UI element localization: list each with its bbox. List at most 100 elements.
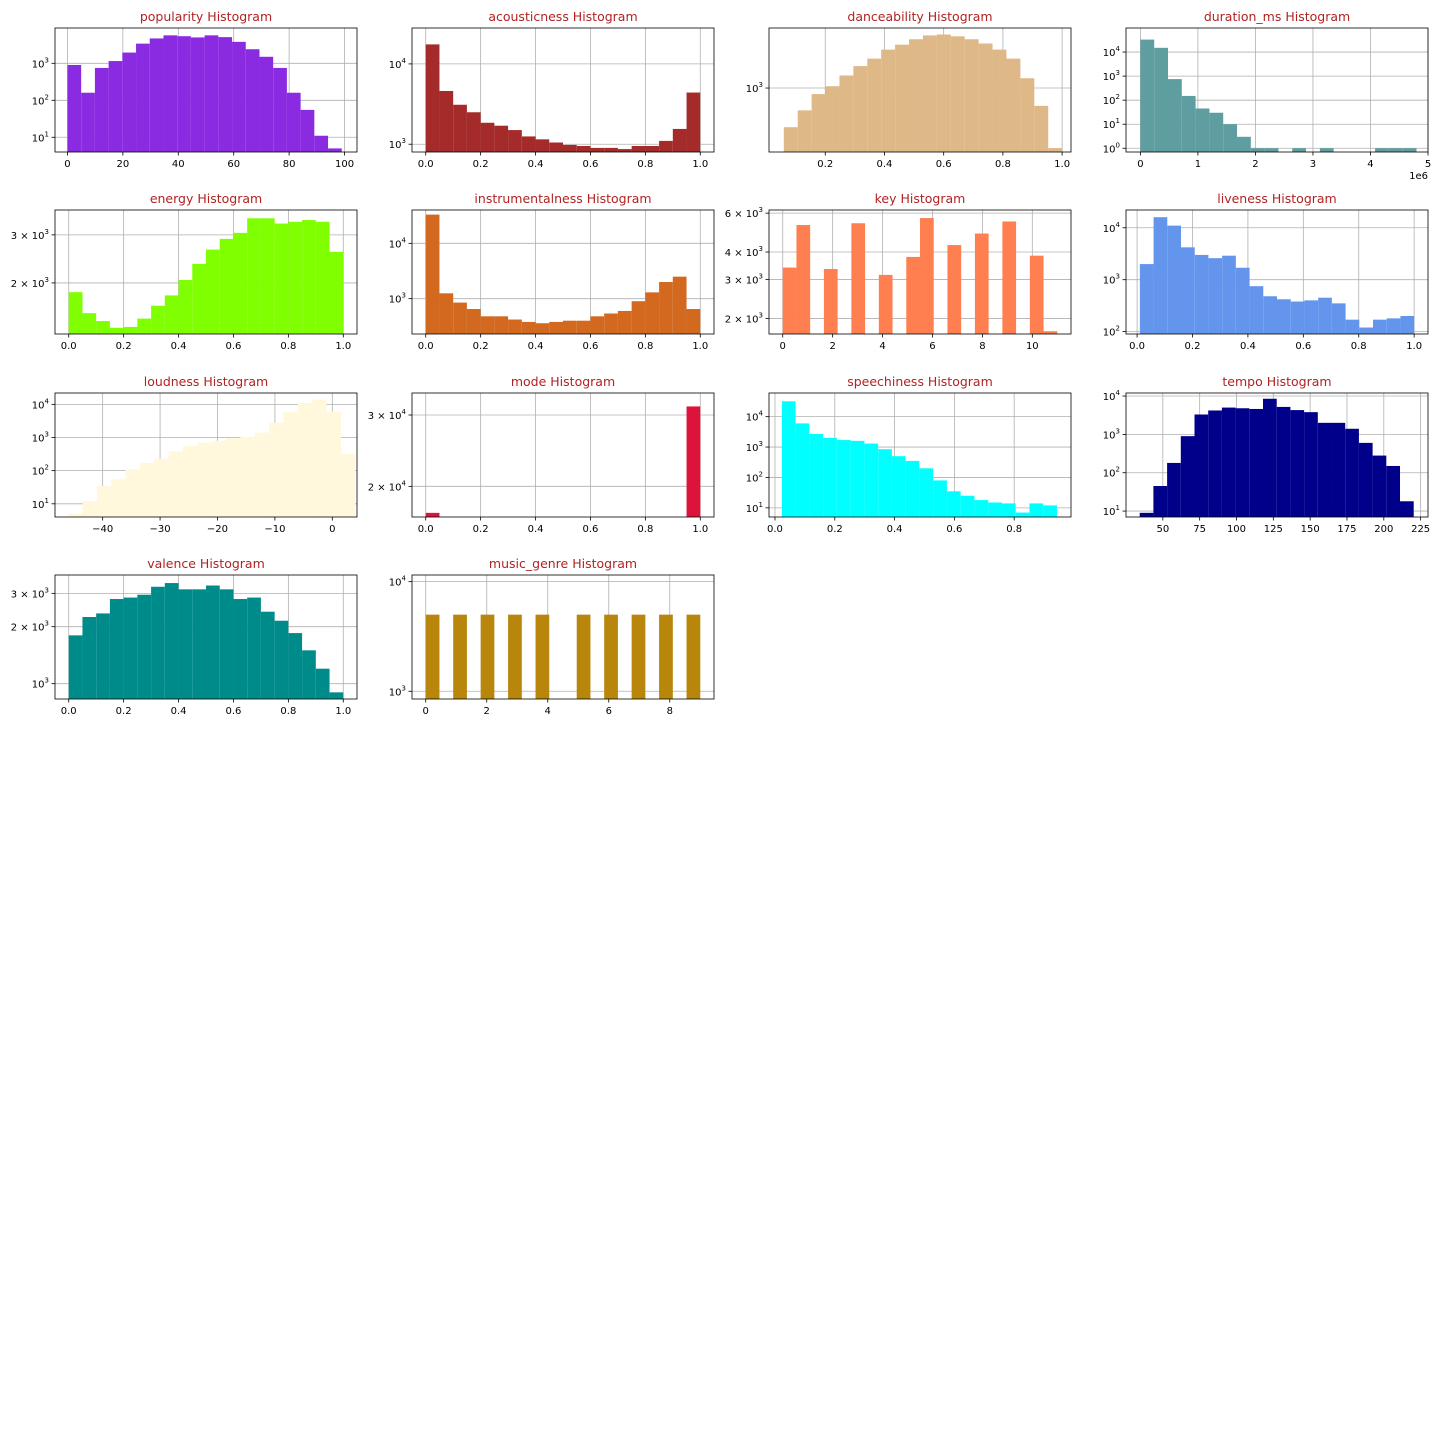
histogram-bar [233, 599, 248, 699]
histogram-bar [81, 92, 95, 152]
histogram-bar [494, 125, 509, 152]
y-tick-base: 10 [389, 578, 402, 589]
histogram-panel: 0.2 0.4 0.6 0.8 1.0 103 danceability Histogram [746, 9, 1072, 170]
y-tick-base: 10 [746, 473, 759, 484]
histogram-bar [480, 614, 495, 699]
x-tick-label: 5 [1425, 159, 1431, 170]
x-tick-label: 1.0 [1054, 159, 1070, 170]
y-tick-exponent: 4 [1116, 221, 1121, 229]
y-tick-exponent: 4 [402, 575, 407, 583]
y-tick-base: 10 [32, 434, 45, 445]
histogram-bar [811, 94, 826, 152]
y-tick-base: 10 [1103, 328, 1116, 339]
histogram-bar [783, 127, 798, 152]
y-tick-exponent: 3 [45, 586, 49, 594]
histogram-bar [466, 112, 481, 152]
histogram-bar [1304, 300, 1319, 334]
y-tick-exponent: 1 [759, 501, 763, 509]
histogram-bar [1235, 267, 1250, 334]
y-tick-exponent: 3 [45, 276, 49, 284]
chart-title: danceability Histogram [847, 9, 992, 24]
histogram-bar [549, 142, 563, 152]
histogram-bar [453, 302, 467, 334]
histogram-bar [226, 438, 241, 517]
y-tick-label: 101 [746, 501, 763, 515]
y-tick-exponent: 2 [45, 464, 49, 472]
histogram-bar [1250, 148, 1265, 152]
histogram-bar [137, 594, 152, 699]
y-tick-exponent: 3 [759, 311, 763, 319]
chart-title: key Histogram [875, 191, 966, 206]
histogram-bar [950, 36, 965, 153]
y-tick-base: 10 [32, 400, 45, 411]
histogram-bar [659, 614, 673, 699]
y-tick-label: 102 [746, 470, 763, 484]
axes-frame [411, 392, 715, 518]
y-tick-exponent: 4 [402, 57, 407, 65]
histogram-bar [283, 411, 298, 517]
histogram-bar [659, 282, 673, 334]
histogram-bar [895, 44, 910, 153]
x-tick-label: 0.6 [583, 159, 599, 170]
y-tick-label: 102 [32, 464, 49, 478]
x-tick-label: 2 [829, 341, 835, 352]
histogram-bar [1043, 505, 1057, 517]
histogram-bar [168, 451, 184, 517]
y-tick-label: 104 [1103, 45, 1121, 59]
y-tick-exponent: 2 [1116, 325, 1120, 333]
histogram-bar [919, 468, 934, 517]
histogram-bar [946, 491, 961, 517]
histogram-bar [425, 214, 440, 334]
y-tick-exponent: 4 [402, 236, 407, 244]
histogram-bar [178, 280, 193, 334]
histogram-bar [878, 274, 893, 334]
y-tick-base: 10 [1103, 224, 1116, 235]
y-tick-exponent: 2 [45, 93, 49, 101]
histogram-bar [1006, 58, 1021, 152]
histogram-bars [782, 218, 1058, 334]
y-tick-base: 10 [746, 443, 759, 454]
histogram-bar [109, 327, 124, 334]
histogram-bar [549, 321, 563, 334]
histogram-bar [576, 320, 591, 334]
histogram-bar [809, 433, 824, 517]
histogram-bar [139, 463, 155, 517]
histogram-bar [839, 75, 854, 152]
y-tick-base: 10 [1103, 469, 1116, 480]
y-tick-label: 101 [32, 497, 49, 511]
x-tick-label: 0.4 [887, 524, 903, 535]
y-tick-label: 2 × 103 [11, 620, 49, 634]
histogram-bar [68, 635, 83, 699]
x-tick-label: 0.2 [116, 341, 132, 352]
y-tick-base: 10 [1103, 120, 1116, 131]
histogram-bar [232, 41, 246, 152]
axes-frame [1125, 392, 1429, 518]
histogram-bar [151, 305, 165, 334]
x-tick-label: 175 [1337, 524, 1356, 535]
x-tick-label: 20 [117, 159, 130, 170]
x-tick-label: 200 [1374, 524, 1393, 535]
axes-frame [768, 392, 1072, 518]
x-tick-label: 3 [1310, 159, 1316, 170]
histogram-bar [192, 589, 206, 699]
histogram-bar [1139, 512, 1154, 517]
histogram-bar [922, 35, 937, 153]
histogram-bar [1015, 512, 1030, 517]
x-tick-label: 0.6 [936, 159, 952, 170]
chart-title: music_genre Histogram [489, 556, 637, 571]
histogram-bar [836, 440, 851, 517]
histogram-bar [604, 147, 618, 152]
x-tick-label: 0.0 [767, 524, 783, 535]
histogram-bar [163, 35, 178, 152]
histogram-bar [1223, 124, 1238, 152]
y-tick-base: 10 [389, 60, 402, 71]
histogram-bar [604, 313, 618, 334]
histogram-bar [82, 617, 97, 699]
y-tick-base: 3 × 10 [11, 589, 45, 600]
histogram-bar [326, 411, 341, 517]
chart-title: valence Histogram [147, 556, 265, 571]
histogram-bars [1139, 217, 1415, 334]
x-tick-label: 4 [879, 341, 885, 352]
histogram-bar [853, 66, 868, 152]
